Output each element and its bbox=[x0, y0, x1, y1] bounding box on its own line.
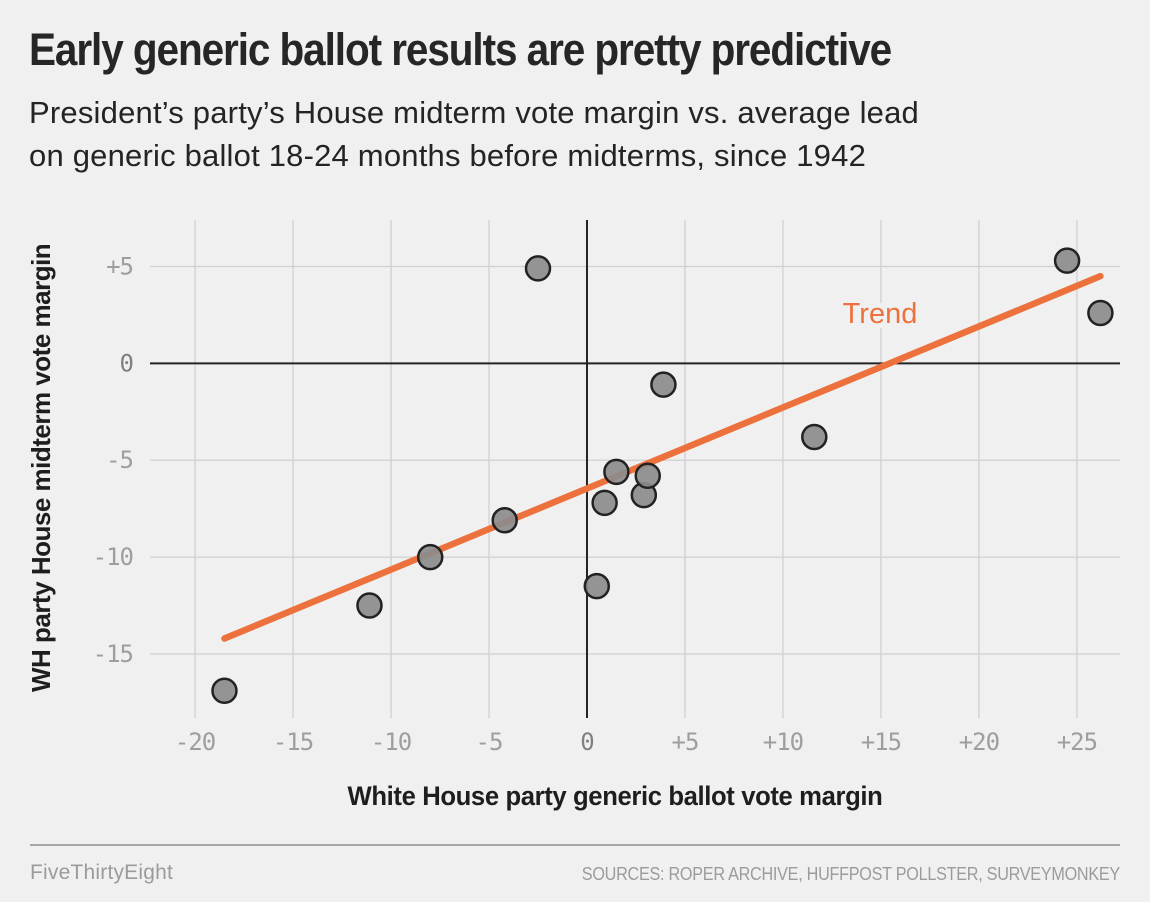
chart-subtitle-line-2: on generic ballot 18-24 months before mi… bbox=[29, 138, 867, 173]
footer-sources: SOURCES: ROPER ARCHIVE, HUFFPOST POLLSTE… bbox=[581, 864, 1120, 884]
x-tick-label: -20 bbox=[175, 728, 215, 756]
data-point bbox=[211, 677, 238, 705]
data-point bbox=[416, 543, 444, 571]
data-point bbox=[1053, 247, 1081, 274]
trend-line bbox=[221, 272, 1104, 642]
x-tick-label: +20 bbox=[959, 728, 999, 756]
footer-divider bbox=[30, 844, 1120, 846]
data-point bbox=[524, 255, 552, 282]
data-point bbox=[634, 462, 661, 489]
x-axis-label: White House party generic ballot vote ma… bbox=[347, 781, 883, 811]
data-point bbox=[591, 489, 618, 517]
x-tick-label: -5 bbox=[476, 728, 503, 756]
y-tick-label: +5 bbox=[106, 252, 133, 280]
y-tick-label: -5 bbox=[106, 446, 133, 474]
x-tick-label: +10 bbox=[763, 728, 803, 756]
y-tick-label: -15 bbox=[93, 640, 133, 668]
y-tick-label: -10 bbox=[93, 543, 133, 571]
chart-subtitle-line-1: President’s party’s House midterm vote m… bbox=[29, 95, 919, 130]
data-point bbox=[1087, 299, 1114, 327]
data-point bbox=[801, 423, 828, 451]
chart-title: Early generic ballot results are pretty … bbox=[29, 24, 892, 75]
x-tick-label: +25 bbox=[1057, 728, 1097, 756]
y-tick-label: 0 bbox=[120, 349, 133, 377]
x-tick-label: -10 bbox=[371, 728, 411, 756]
x-tick-label: 0 bbox=[580, 728, 593, 756]
x-tick-label: +15 bbox=[861, 728, 901, 756]
data-point bbox=[583, 572, 611, 600]
chart-subtitle: President’s party’s House midterm vote m… bbox=[29, 91, 919, 177]
data-point bbox=[650, 371, 677, 398]
x-tick-label: +5 bbox=[672, 728, 699, 756]
trend-label: Trend bbox=[843, 298, 918, 330]
footer-brand: FiveThirtyEight bbox=[30, 861, 174, 884]
data-point bbox=[356, 592, 383, 619]
x-tick-label: -15 bbox=[273, 728, 313, 756]
data-point bbox=[603, 458, 630, 486]
data-point bbox=[491, 507, 518, 534]
